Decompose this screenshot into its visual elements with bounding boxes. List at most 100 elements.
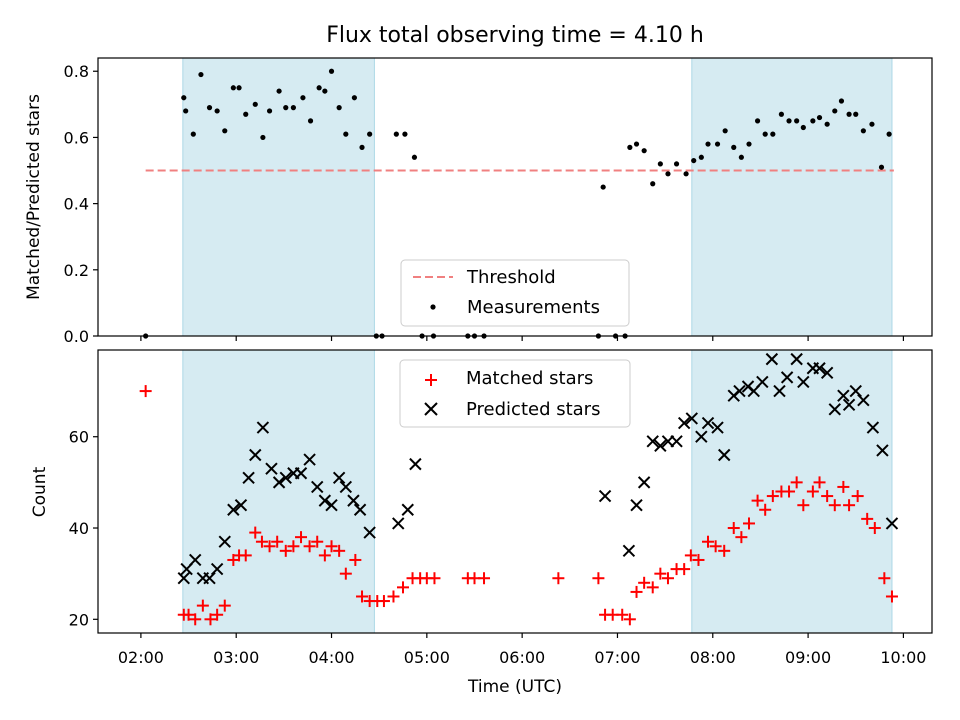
matched-star-point <box>702 535 715 548</box>
measurement-point <box>198 71 204 78</box>
predicted-star-point <box>677 416 691 430</box>
predicted-star-point <box>325 498 338 512</box>
measurement-point <box>328 68 335 74</box>
bottom-y-tick-label: 20 <box>69 610 89 629</box>
measurement-point <box>300 95 306 101</box>
measurement-point <box>402 131 408 137</box>
matched-star-point <box>263 540 276 553</box>
predicted-star-point <box>256 421 270 434</box>
measurement-point <box>800 124 806 131</box>
measurement-point <box>367 131 373 137</box>
measurement-point <box>283 105 289 111</box>
measurement-point <box>846 111 852 117</box>
predicted-star-point <box>837 389 850 402</box>
matched-star-point <box>478 572 491 585</box>
bottom-y-tick-label: 40 <box>69 519 89 538</box>
bottom-panel: 20 40 60 02:00 03:00 04:00 05:00 06:00 07:00 08:… <box>30 349 933 697</box>
measurement-point <box>869 121 875 127</box>
predicted-star-point <box>249 448 262 462</box>
measurement-point <box>778 111 785 117</box>
matched-star-point <box>211 608 224 621</box>
predicted-star-point <box>701 416 715 430</box>
x-tick-label: 06:00 <box>499 648 545 667</box>
top-y-tick-label: 0.0 <box>64 327 89 346</box>
measurement-point <box>698 154 704 160</box>
measurements-legend-swatch <box>430 304 436 310</box>
top-shaded-span-1 <box>691 57 893 337</box>
predicted-star-point <box>842 398 856 411</box>
measurement-point <box>214 108 220 114</box>
matched-star-point <box>311 535 324 548</box>
predicted-star-point <box>347 494 360 507</box>
top-y-tick-label: 0.6 <box>64 128 89 147</box>
matched-star-point <box>339 567 352 580</box>
top-legend: Threshold Measurements <box>400 259 630 327</box>
measurement-point <box>411 154 418 160</box>
measurement-point <box>832 108 838 114</box>
predicted-star-point <box>646 435 659 448</box>
matched-star-point <box>239 549 252 562</box>
predicted-legend-swatch <box>424 402 438 416</box>
chart-title: Flux total observing time = 4.10 h <box>326 23 704 48</box>
measurement-point <box>307 118 314 124</box>
matched-star-point <box>735 531 748 544</box>
measurement-point <box>230 85 236 91</box>
measurement-point <box>650 181 656 187</box>
measurement-point <box>665 171 671 177</box>
matched-star-point <box>646 581 659 594</box>
predicted-star-point <box>695 430 708 443</box>
measurement-point <box>691 157 697 164</box>
threshold-legend-label: Threshold <box>466 267 556 288</box>
measurement-point <box>731 144 737 150</box>
matched-star-point <box>349 553 362 566</box>
matched-star-point <box>843 499 856 512</box>
measurement-point <box>673 161 680 167</box>
measurement-point <box>860 128 866 134</box>
matched-star-point <box>287 540 300 553</box>
predicted-star-point <box>409 457 422 471</box>
predicted-star-point <box>265 462 278 475</box>
matched-star-point <box>709 540 722 553</box>
predicted-star-point <box>392 517 405 530</box>
matched-star-point <box>868 522 881 535</box>
bottom-legend-box <box>399 359 631 428</box>
measurement-point <box>276 88 282 94</box>
predicted-star-point <box>272 476 286 489</box>
matched-star-point <box>790 476 803 489</box>
measurement-point <box>714 141 721 147</box>
measurement-point <box>183 108 189 114</box>
bottom-axes-frame <box>97 349 933 634</box>
predicted-star-point <box>733 384 746 398</box>
matched-legend-label: Matched stars <box>466 368 593 389</box>
predicted-star-point <box>765 352 779 366</box>
measurement-point <box>266 108 273 114</box>
matched-star-point <box>837 480 850 493</box>
measurement-point <box>657 161 663 167</box>
predicted-star-point <box>820 366 834 380</box>
matched-star-point <box>325 540 338 553</box>
matched-star-point <box>638 576 651 589</box>
measurement-point <box>181 95 187 101</box>
matched-star-point <box>661 572 674 585</box>
measurement-point <box>343 131 349 137</box>
x-tick-label: 03:00 <box>213 648 259 667</box>
predicted-star-point <box>363 526 376 539</box>
measurement-point <box>722 128 728 134</box>
matched-star-point <box>678 563 691 576</box>
predicted-star-point <box>189 553 202 567</box>
x-tick-label: 04:00 <box>308 648 354 667</box>
predicted-star-point <box>866 421 880 434</box>
matched-star-point <box>356 590 369 603</box>
top-y-tick-label: 0.2 <box>64 261 89 280</box>
predicted-star-point <box>311 480 324 494</box>
matched-star-point <box>204 613 217 626</box>
measurement-point <box>770 131 776 137</box>
matched-star-point <box>813 476 826 489</box>
x-tick-label: 07:00 <box>594 648 640 667</box>
predicted-star-point <box>885 517 899 530</box>
measurement-point <box>359 144 365 150</box>
predicted-star-point <box>849 384 862 398</box>
predicted-star-point <box>876 444 889 457</box>
measurement-point <box>633 141 640 147</box>
